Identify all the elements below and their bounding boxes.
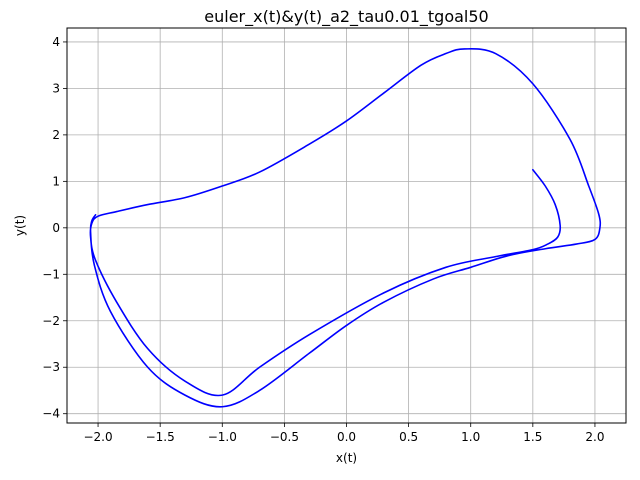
- y-axis-label: y(t): [13, 215, 27, 236]
- chart-title: euler_x(t)&y(t)_a2_tau0.01_tgoal50: [204, 7, 488, 27]
- x-axis-label: x(t): [336, 451, 357, 465]
- y-tick-label: 1: [52, 174, 60, 188]
- x-tick-label: 1.0: [461, 430, 480, 444]
- x-tick-label: −2.0: [83, 430, 112, 444]
- y-tick-label: −1: [42, 267, 60, 281]
- x-tick-label: −0.5: [270, 430, 299, 444]
- y-tick-label: 0: [52, 221, 60, 235]
- y-tick-label: −2: [42, 314, 60, 328]
- grid: [67, 28, 626, 423]
- y-tick-label: 2: [52, 128, 60, 142]
- x-tick-label: −1.5: [146, 430, 175, 444]
- y-tick-label: 3: [52, 81, 60, 95]
- y-tick-label: 4: [52, 35, 60, 49]
- x-tick-label: 0.5: [399, 430, 418, 444]
- x-tick-label: 1.5: [523, 430, 542, 444]
- series-layer: [89, 48, 602, 408]
- x-tick-label: −1.0: [208, 430, 237, 444]
- y-tick-label: −4: [42, 407, 60, 421]
- series-line: [89, 48, 602, 408]
- x-tick-label: 2.0: [585, 430, 604, 444]
- y-tick-label: −3: [42, 360, 60, 374]
- ticks: −2.0 −1.5 −1.0 −0.5 0.0 0.5 1.0 1.5 2.0 −4 −3 −2 −1 0…: [42, 35, 604, 444]
- x-tick-label: 0.0: [337, 430, 356, 444]
